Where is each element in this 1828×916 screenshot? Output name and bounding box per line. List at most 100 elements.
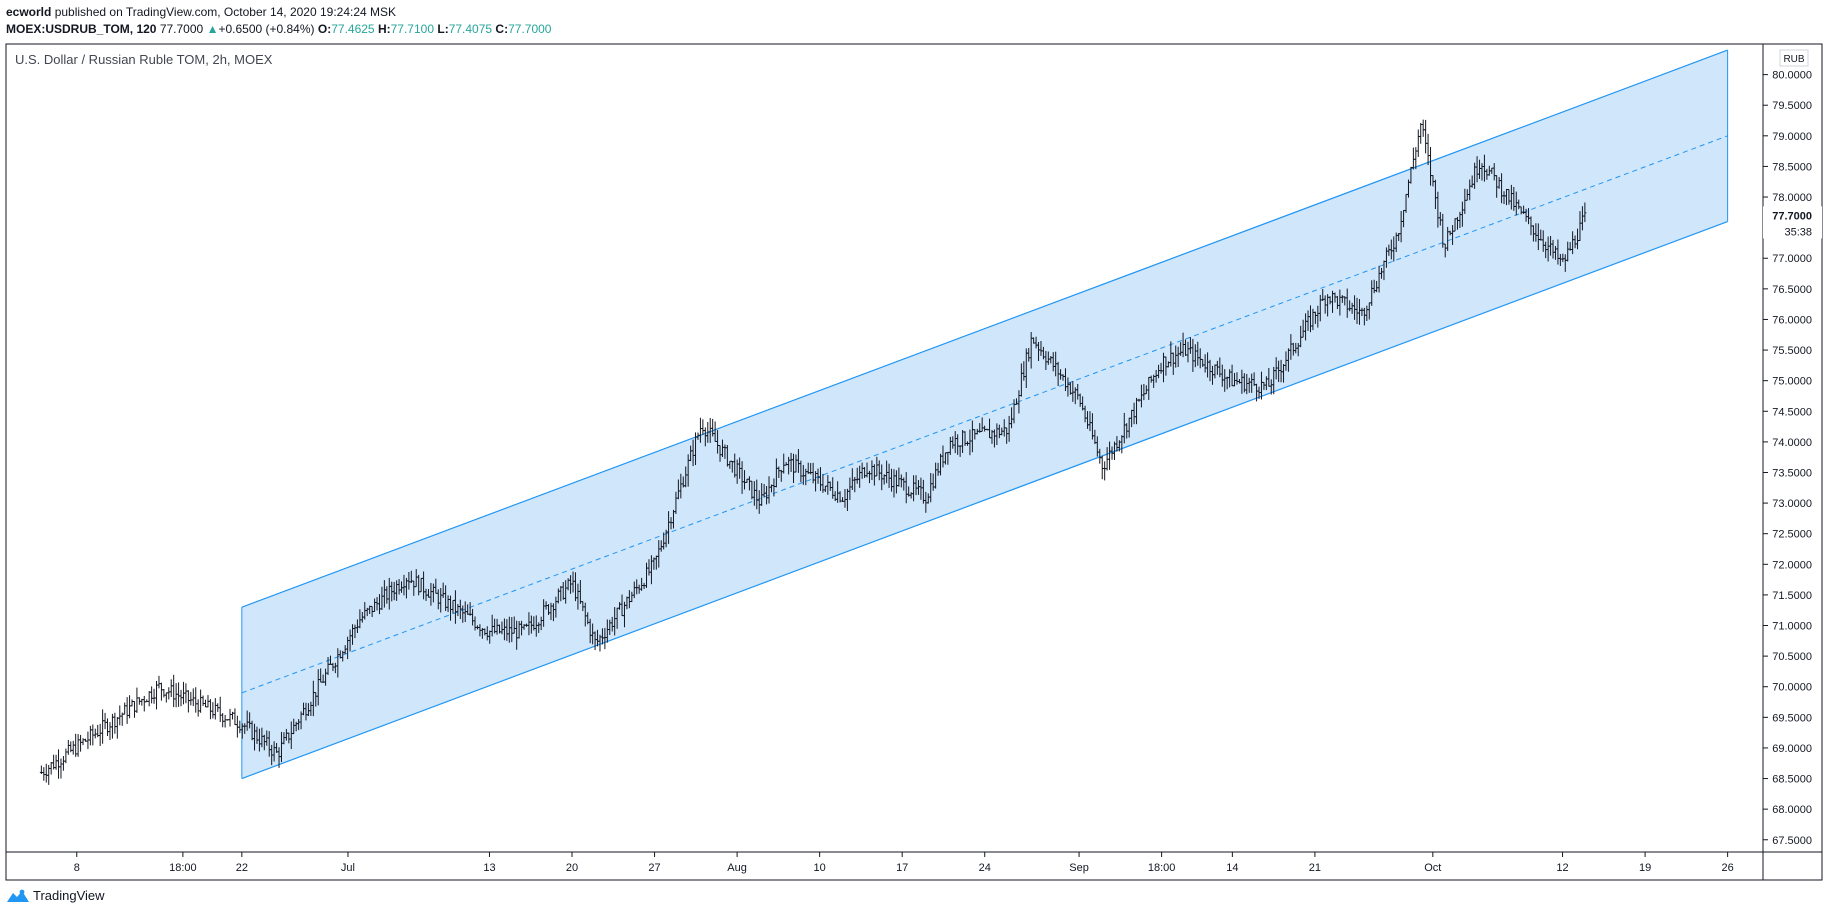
low-label: L:	[437, 22, 449, 36]
close-label: C:	[495, 22, 509, 36]
symbol-line: MOEX:USDRUB_TOM, 120 77.7000 ▲+0.6500 (+…	[6, 21, 551, 37]
price-tick-label: 79.0000	[1772, 131, 1812, 143]
time-tick-label: 8	[74, 862, 80, 874]
time-tick-label: 22	[236, 862, 248, 874]
price-bar	[157, 675, 161, 689]
price-tick-label: 68.5000	[1772, 774, 1812, 786]
currency-label: RUB	[1783, 54, 1804, 65]
price-bar	[169, 679, 173, 698]
price-bar	[152, 688, 156, 704]
price-bar	[135, 687, 139, 713]
open-label: O:	[317, 22, 332, 36]
price-tick-label: 73.0000	[1772, 498, 1812, 510]
price-bar	[204, 699, 208, 708]
channel-middle-line[interactable]	[241, 135, 1728, 694]
price-bar	[208, 699, 212, 720]
price-bar	[132, 700, 136, 718]
price-bar	[233, 708, 237, 726]
price-bar	[1414, 147, 1418, 170]
price-tick-label: 72.5000	[1772, 529, 1812, 541]
low-value: 77.4075	[448, 22, 493, 36]
time-tick-label: 20	[566, 862, 578, 874]
price-bar	[42, 767, 46, 781]
last-price-tag: 77.7000 35:38	[1763, 206, 1822, 239]
time-tick-label: 24	[979, 862, 991, 874]
price-tick-label: 78.0000	[1772, 192, 1812, 204]
price-bar	[93, 728, 97, 739]
price-bar	[213, 698, 217, 720]
price-bar	[184, 683, 188, 704]
price-bar	[64, 748, 68, 764]
price-bar	[223, 714, 227, 728]
price-bar	[177, 682, 181, 707]
price-bar	[164, 692, 168, 703]
last-price-tag-bg	[1763, 206, 1822, 239]
price-bar	[71, 740, 75, 755]
price-bar	[61, 756, 65, 771]
price-tick-label: 77.0000	[1772, 253, 1812, 265]
price-bar	[194, 687, 198, 713]
time-tick-label: 14	[1226, 862, 1238, 874]
close-value: 77.7000	[508, 22, 552, 36]
time-tick-label: Aug	[727, 862, 747, 874]
price-tick-label: 68.0000	[1772, 804, 1812, 816]
time-tick-label: 21	[1309, 862, 1321, 874]
price-tick-label: 75.5000	[1772, 345, 1812, 357]
chart-title: U.S. Dollar / Russian Ruble TOM, 2h, MOE…	[15, 52, 273, 67]
symbol-name: MOEX:USDRUB_TOM, 120	[6, 22, 157, 36]
price-bar	[186, 690, 190, 713]
price-tick-label: 70.0000	[1772, 682, 1812, 694]
price-bar	[49, 761, 53, 775]
price-bar	[1416, 129, 1420, 157]
price-bar	[1103, 461, 1107, 481]
price-bar	[130, 699, 134, 707]
currency-badge	[1779, 49, 1809, 67]
price-tick-label: 76.0000	[1772, 314, 1812, 326]
price-bar	[81, 738, 85, 746]
price-bar	[106, 718, 110, 737]
price-bar	[238, 720, 242, 734]
price-bar	[115, 717, 119, 739]
time-tick-label: 13	[483, 862, 495, 874]
price-tick-label: 71.5000	[1772, 590, 1812, 602]
price-bar	[66, 739, 70, 755]
price-bar	[57, 749, 61, 779]
open-value: 77.4625	[331, 22, 375, 36]
price-bar	[1411, 147, 1415, 170]
price-bar	[103, 712, 107, 730]
price-tick-label: 70.5000	[1772, 651, 1812, 663]
time-tick-label: 10	[814, 862, 826, 874]
price-tick-label: 69.0000	[1772, 743, 1812, 755]
channel-lower-line[interactable]	[241, 220, 1728, 780]
price-bar	[147, 691, 151, 707]
price-change: +0.6500 (+0.84%)	[218, 22, 315, 36]
price-bar	[123, 702, 127, 715]
price-tick-label: 67.5000	[1772, 835, 1812, 847]
price-bar	[221, 713, 225, 728]
author-name[interactable]: ecworld	[6, 5, 52, 19]
tradingview-logo-icon	[7, 889, 29, 902]
tradingview-brand[interactable]: TradingView	[6, 888, 105, 903]
price-bar	[218, 696, 222, 723]
price-bar	[108, 722, 112, 741]
price-bar	[1421, 119, 1425, 137]
price-bar	[167, 687, 171, 700]
high-value: 77.7100	[390, 22, 435, 36]
price-bar	[76, 734, 80, 757]
price-bar	[172, 674, 176, 708]
price-bar	[142, 695, 146, 712]
channel-upper-line[interactable]	[241, 49, 1728, 608]
pane-border	[5, 43, 1823, 881]
price-bar	[159, 682, 163, 701]
publish-text: published on TradingView.com, October 14…	[54, 5, 397, 19]
time-tick-label: 19	[1639, 862, 1651, 874]
brand-name: TradingView	[33, 888, 105, 903]
price-bar	[1426, 133, 1430, 166]
last-price-tag-value: 77.7000	[1772, 210, 1812, 222]
price-bar	[235, 715, 239, 738]
price-tick-label: 75.0000	[1772, 376, 1812, 388]
price-bar	[44, 763, 48, 783]
price-bars	[39, 119, 1587, 785]
price-tick-label: 74.0000	[1772, 437, 1812, 449]
